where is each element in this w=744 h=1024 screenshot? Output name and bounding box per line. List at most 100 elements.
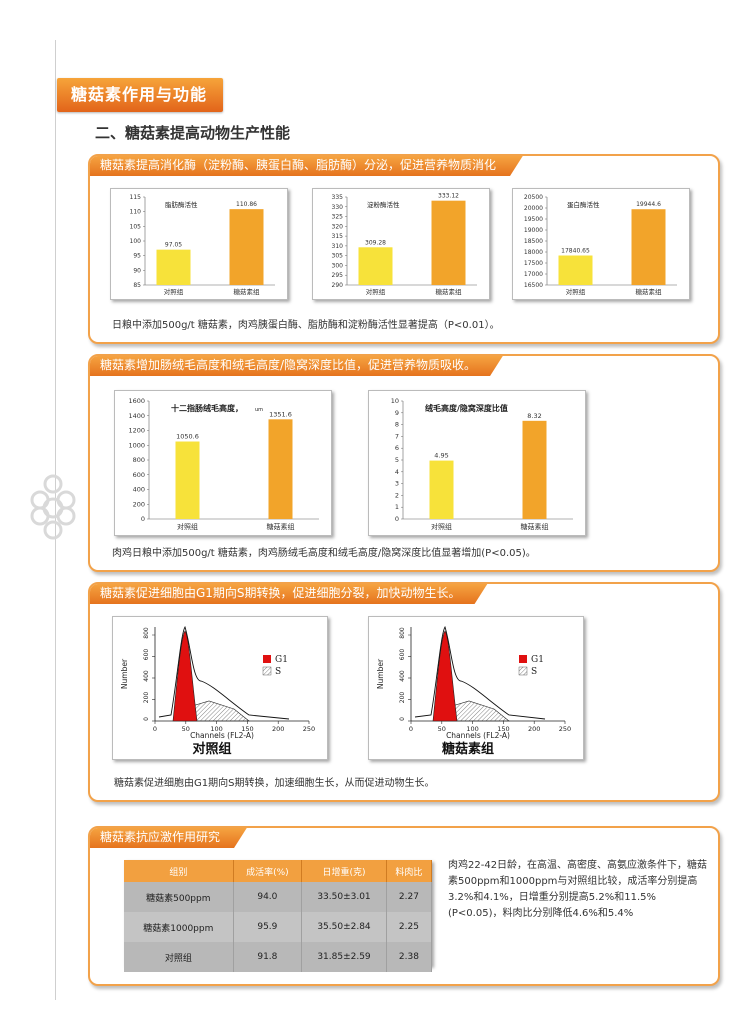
y-tick-label: 1600 [128, 397, 145, 405]
table-cell: 33.50±3.01 [301, 882, 387, 912]
category-label: 对照组 [566, 287, 586, 296]
y-tick-label: 90 [133, 267, 141, 274]
table-row: 糖菇素1000ppm 95.9 35.50±2.84 2.25 [124, 912, 433, 942]
y-tick-label: 200 [133, 500, 145, 508]
y-tick-label: 19000 [524, 227, 543, 234]
section-tag: 糖菇素作用与功能 [57, 78, 223, 112]
panel-title: 糖菇素抗应激作用研究 [88, 826, 248, 848]
panel-digestive-enzymes: 糖菇素提高消化酶（淀粉酶、胰蛋白酶、脂肪酶）分泌，促进营养物质消化 115 110… [88, 154, 720, 344]
data-label: 309.28 [365, 239, 386, 246]
data-label: 8.32 [527, 412, 541, 420]
y-tick-label: 1200 [128, 427, 145, 435]
y-tick-label: 9 [395, 409, 399, 417]
data-label: 1351.6 [269, 410, 292, 418]
category-label: 对照组 [177, 522, 198, 531]
table-cell: 91.8 [233, 942, 303, 972]
anti-stress-table: 组别 成活率(%) 日增重(克) 料肉比 糖菇素500ppm 94.0 33.5… [124, 860, 433, 972]
panel-caption: 日粮中添加500g/t 糖菇素，肉鸡胰蛋白酶、脂肪酶和淀粉酶活性显著提高（P<0… [112, 320, 500, 331]
chart-villus-height: 1600 1400 1200 1000 800 600 400 200 0 十二指肠绒毛高度， um… [114, 390, 332, 536]
chart-title: 绒毛高度/隐窝深度比值 [425, 403, 508, 413]
table-cell: 对照组 [124, 942, 234, 972]
y-tick-label: 200 [143, 692, 150, 704]
y-tick-label: 16500 [524, 282, 543, 289]
page-subtitle: 二、糖菇素提高动物生产性能 [95, 124, 291, 142]
y-tick-label: 0 [143, 717, 150, 721]
y-tick-label: 1400 [128, 412, 145, 420]
table-header: 组别 [124, 860, 234, 882]
y-tick-label: 320 [332, 223, 344, 230]
panel-cell-cycle: 糖菇素促进细胞由G1期向S期转换，促进细胞分裂，加快动物生长。 0 50 100 15… [88, 582, 720, 802]
table-cell: 2.27 [386, 882, 433, 912]
y-tick-label: 800 [399, 627, 406, 639]
bar [156, 249, 191, 285]
group-label: 对照组 [192, 741, 231, 757]
table-cell: 95.9 [233, 912, 303, 942]
y-tick-label: 325 [332, 214, 344, 221]
category-label: 糖菇素组 [267, 522, 295, 531]
data-label: 333.12 [438, 193, 459, 200]
legend-s-swatch [262, 666, 272, 676]
panel-title: 糖菇素增加肠绒毛高度和绒毛高度/隐窝深度比值，促进营养物质吸收。 [88, 354, 504, 376]
bar [522, 420, 547, 519]
y-tick-label: 600 [143, 649, 150, 661]
x-axis-label: Channels (FL2-A) [446, 731, 510, 740]
y-tick-label: 115 [130, 194, 142, 201]
y-tick-label: 3 [395, 480, 399, 488]
data-label: 4.95 [434, 452, 448, 460]
table-cell: 糖菇素1000ppm [124, 912, 234, 942]
x-tick-label: 0 [409, 725, 413, 733]
y-tick-label: 600 [133, 471, 145, 479]
y-tick-label: 0 [399, 717, 406, 721]
y-tick-label: 1 [395, 503, 399, 511]
y-tick-label: 400 [399, 670, 406, 682]
category-label: 糖菇素组 [234, 287, 261, 296]
y-tick-label: 400 [133, 486, 145, 494]
x-tick-label: 200 [528, 725, 540, 733]
flow-histogram-treatment: 0 50 100 150 200 250 0 200 400 600 800 Number Channe… [368, 616, 584, 760]
data-label: 97.05 [165, 242, 182, 249]
panel-villus-height: 糖菇素增加肠绒毛高度和绒毛高度/隐窝深度比值，促进营养物质吸收。 1600 140… [88, 354, 720, 572]
y-tick-label: 2 [395, 491, 399, 499]
x-tick-label: 100 [466, 725, 478, 733]
y-tick-label: 200 [399, 692, 406, 704]
legend-s-swatch [518, 666, 528, 676]
y-tick-label: 18000 [524, 249, 543, 256]
table-header: 成活率(%) [233, 860, 303, 882]
legend-g1-label: G1 [531, 655, 544, 665]
y-tick-label: 7 [395, 432, 399, 440]
histogram-trace [414, 625, 546, 720]
table-cell: 35.50±2.84 [301, 912, 387, 942]
chart-lipase: 115 110 105 100 95 90 85 脂肪酶活性 97.05 对照组 110.86 糖菇素… [110, 188, 288, 300]
x-tick-label: 100 [210, 725, 222, 733]
chart-title: 十二指肠绒毛高度， [171, 403, 243, 413]
table-row: 对照组 91.8 31.85±2.59 2.38 [124, 942, 433, 972]
category-label: 糖菇素组 [521, 522, 549, 531]
y-tick-label: 6 [395, 444, 399, 452]
y-tick-label: 335 [332, 194, 344, 201]
y-tick-label: 800 [133, 456, 145, 464]
table-cell: 31.85±2.59 [301, 942, 387, 972]
y-tick-label: 1000 [128, 441, 145, 449]
chart-unit: um [255, 407, 263, 413]
y-tick-label: 800 [143, 627, 150, 639]
chart-amylase: 335 330 325 320 315 310 305 300 295 290 淀粉酶活性 309.2… [312, 188, 490, 300]
group-label: 糖菇素组 [442, 741, 494, 757]
bar [358, 247, 393, 285]
category-label: 对照组 [164, 287, 184, 296]
y-tick-label: 4 [395, 468, 399, 476]
histogram-trace [158, 625, 290, 720]
chart-protease: 20500 20000 19500 19000 18500 18000 17500 17000… [512, 188, 690, 300]
page-margin-line [55, 40, 56, 1000]
y-tick-label: 0 [395, 515, 399, 523]
table-cell: 2.38 [386, 942, 433, 972]
data-label: 19944.6 [636, 201, 661, 208]
y-tick-label: 8 [395, 421, 399, 429]
legend-s-label: S [275, 667, 281, 677]
y-tick-label: 330 [332, 204, 344, 211]
x-tick-label: 250 [559, 725, 571, 733]
bar [268, 419, 293, 519]
y-tick-label: 600 [399, 649, 406, 661]
x-tick-label: 0 [153, 725, 157, 733]
data-label: 1050.6 [176, 433, 199, 441]
bar [229, 209, 264, 285]
